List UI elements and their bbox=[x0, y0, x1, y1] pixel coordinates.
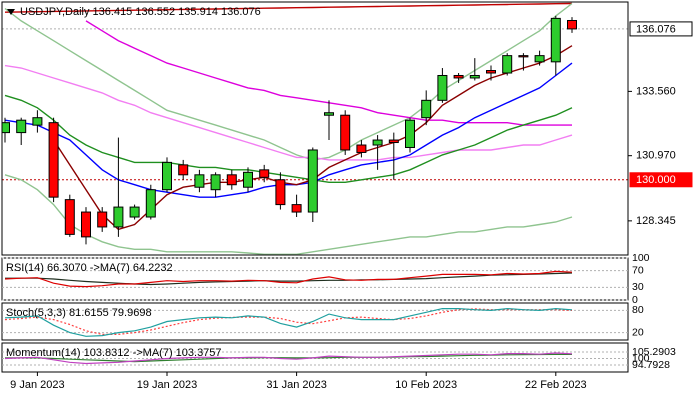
candle-body bbox=[129, 206, 140, 218]
indicator-line bbox=[4, 174, 573, 255]
candle-body bbox=[64, 199, 75, 235]
x-tick-label: 9 Jan 2023 bbox=[10, 379, 64, 391]
candle-body bbox=[145, 189, 156, 218]
y-tick-label: 130.970 bbox=[636, 150, 676, 162]
candle-body bbox=[421, 99, 432, 119]
indicator-line bbox=[4, 2, 573, 161]
panel-frame bbox=[1, 342, 629, 373]
indicator-panel bbox=[2, 351, 628, 366]
indicator-tick-label: 70 bbox=[632, 264, 644, 276]
candle-body bbox=[2, 122, 10, 134]
candle-body bbox=[307, 149, 318, 213]
candle-body bbox=[226, 174, 237, 186]
indicator-tick-label: 30 bbox=[632, 281, 644, 293]
chart-title: USDJPY,Daily 136.415 136.552 135.914 136… bbox=[20, 6, 261, 18]
candle-body bbox=[356, 144, 367, 153]
indicator-panel bbox=[2, 307, 628, 337]
indicator-tick-label: 94.7928 bbox=[632, 359, 670, 371]
panel-frame bbox=[1, 302, 629, 341]
candle-body bbox=[97, 211, 108, 228]
indicator-title: Momentum(14) 103.8312 ->MA(7) 103.3757 bbox=[6, 347, 222, 359]
indicator-title: RSI(14) 66.3070 ->MA(7) 64.2232 bbox=[6, 262, 173, 274]
candle-body bbox=[48, 122, 59, 198]
indicator-line bbox=[4, 308, 573, 335]
indicator-tick-label: 20 bbox=[632, 326, 644, 338]
indicator-line bbox=[4, 64, 573, 161]
y-tick-label: 133.560 bbox=[636, 85, 676, 97]
x-tick-label: 19 Jan 2023 bbox=[137, 379, 198, 391]
indicator-line bbox=[4, 62, 573, 198]
y-tick-label: 128.345 bbox=[636, 215, 676, 227]
candle-body bbox=[437, 74, 448, 101]
candle-body bbox=[340, 114, 351, 151]
candle-body bbox=[372, 139, 383, 146]
indicator-tick-label: 100 bbox=[632, 352, 650, 364]
x-tick-label: 10 Feb 2023 bbox=[395, 379, 457, 391]
candle-body bbox=[259, 169, 270, 178]
indicator-tick-label: 105.2903 bbox=[632, 346, 676, 358]
candle-body bbox=[210, 174, 221, 191]
candle-body bbox=[453, 74, 464, 79]
price-label: 130.000 bbox=[636, 174, 676, 186]
candle-body bbox=[534, 55, 545, 63]
candle-body bbox=[178, 164, 189, 176]
candle-body bbox=[16, 119, 27, 134]
candle-body bbox=[388, 139, 399, 144]
main-plot bbox=[2, 2, 628, 255]
indicator-line bbox=[5, 272, 573, 286]
candle-body bbox=[324, 112, 334, 116]
candle-body bbox=[405, 119, 415, 148]
candle-body bbox=[32, 117, 43, 126]
candle-body bbox=[291, 204, 302, 213]
candle-body bbox=[243, 171, 253, 188]
indicator-tick-label: 80 bbox=[632, 304, 644, 316]
candle-body bbox=[113, 206, 124, 228]
candle-body bbox=[502, 55, 513, 74]
title-icon bbox=[7, 9, 15, 15]
candle-body bbox=[81, 211, 91, 238]
candle-body bbox=[486, 70, 496, 74]
candle-body bbox=[275, 179, 286, 206]
indicator-line bbox=[4, 352, 573, 365]
candle-body bbox=[194, 174, 205, 188]
candle-body bbox=[469, 74, 480, 79]
price-label: 136.076 bbox=[636, 23, 676, 35]
candle-body bbox=[567, 19, 577, 30]
x-tick-label: 31 Jan 2023 bbox=[266, 379, 327, 391]
indicator-line bbox=[4, 307, 573, 337]
price-label-box bbox=[629, 172, 693, 188]
indicator-line bbox=[5, 353, 572, 363]
candle-body bbox=[518, 55, 529, 58]
price-label-box bbox=[629, 21, 693, 37]
candle-body bbox=[162, 161, 172, 191]
indicator-tick-label: 0 bbox=[632, 294, 638, 306]
x-tick-label: 22 Feb 2023 bbox=[525, 379, 587, 391]
panel-frame bbox=[1, 1, 629, 256]
indicator-line bbox=[4, 2, 573, 13]
indicator-panel bbox=[2, 257, 628, 301]
indicator-line bbox=[4, 94, 573, 183]
indicator-tick-label: 100 bbox=[632, 252, 650, 264]
indicator-line bbox=[4, 270, 573, 288]
overlay: USDJPY,Daily 136.415 136.552 135.914 136… bbox=[7, 6, 261, 18]
candle-body bbox=[550, 17, 561, 63]
indicator-title: Stoch(5,3,3) 81.6155 79.9698 bbox=[6, 307, 152, 319]
